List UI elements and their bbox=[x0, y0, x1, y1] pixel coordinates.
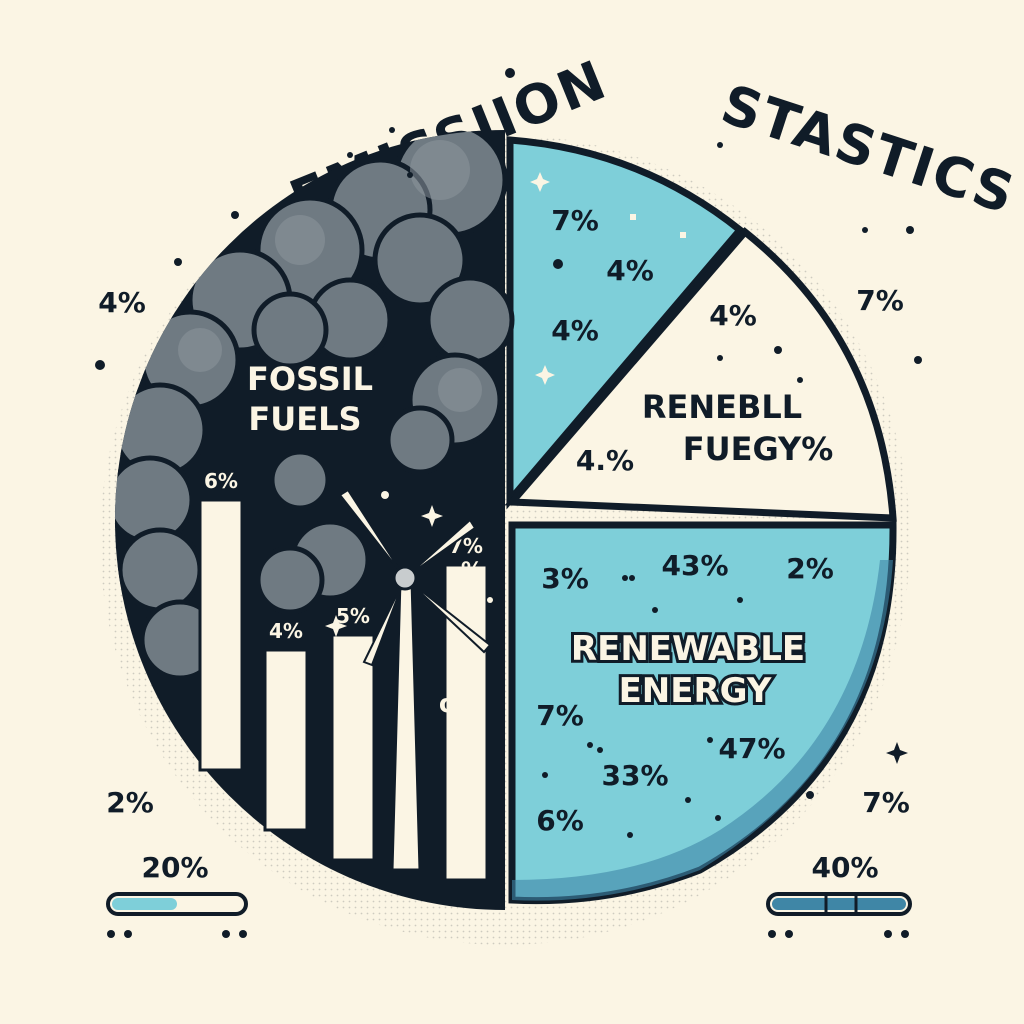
cream-dot-3 bbox=[797, 377, 803, 383]
teal-top-label-2: 4% bbox=[606, 254, 654, 287]
outer-label-2: 7% bbox=[856, 284, 904, 317]
progress-left: 20% bbox=[106, 851, 248, 938]
outer-label-1: 4% bbox=[98, 286, 146, 319]
inner-bar-label-3: 5% bbox=[336, 604, 370, 628]
pie-slice-teal-top bbox=[506, 136, 746, 510]
inner-bar-4 bbox=[443, 563, 489, 882]
teal-bottom-label-7: 6% bbox=[536, 804, 584, 837]
teal-bottom-label-5: 47% bbox=[718, 732, 785, 765]
inner-bars: 6%4%5%7% bbox=[198, 469, 489, 882]
cream-label-2: 4.% bbox=[576, 444, 634, 477]
teal-bottom-label-2: 43% bbox=[661, 549, 728, 582]
progress-right-fill bbox=[772, 898, 906, 910]
pie-slice-renebll bbox=[504, 227, 897, 522]
teal-bottom-label-3: 2% bbox=[786, 552, 834, 585]
teal-bottom-label-1: 3% bbox=[541, 562, 589, 595]
renewable-label-line-2: ENERGY bbox=[619, 671, 772, 711]
teal-top-label-3: 4% bbox=[551, 314, 599, 347]
renewable-label-line-1: RENEWABLE bbox=[571, 629, 805, 669]
sparkles bbox=[325, 491, 493, 637]
teal-bottom-label-6: 33% bbox=[601, 759, 668, 792]
title-dot bbox=[505, 68, 515, 78]
inner-bar-2 bbox=[263, 648, 309, 832]
wind-turbine-icon bbox=[338, 488, 492, 872]
teal-top-label-1: 7% bbox=[551, 204, 599, 237]
progress-left-label: 20% bbox=[141, 851, 208, 884]
cream-label-1: 4% bbox=[709, 299, 757, 332]
cream-dot-1 bbox=[717, 355, 723, 361]
progress-left-fill bbox=[112, 898, 177, 910]
inner-bar-label-2: 4% bbox=[269, 619, 303, 643]
progress-right-label: 40% bbox=[811, 851, 878, 884]
pie-chart: 6% 4% 5% 7% FOSSIL FUELS RENEBLL FUEGY% bbox=[115, 130, 897, 910]
renebll-label-line-2: FUEGY% bbox=[683, 430, 834, 468]
outer-label-4: 7% bbox=[862, 786, 910, 819]
cream-dot-2 bbox=[774, 346, 782, 354]
inner-bar-label-1: 6% bbox=[204, 469, 238, 493]
inner-bar-3 bbox=[330, 633, 376, 862]
teal-sparkles bbox=[530, 172, 686, 385]
fossil-label-line-2: FUELS bbox=[248, 400, 361, 438]
smoke-clouds bbox=[115, 130, 515, 681]
teal-bottom-label-4: 7% bbox=[536, 699, 584, 732]
title-word-2: STASTICS bbox=[714, 72, 1023, 226]
progress-right: 40% bbox=[766, 851, 912, 938]
renebll-label-line-1: RENEBLL bbox=[642, 388, 802, 426]
dark-label-1: % bbox=[461, 559, 483, 584]
outer-label-3: 2% bbox=[106, 786, 154, 819]
fossil-label-line-1: FOSSIL bbox=[247, 360, 373, 398]
outer-dots bbox=[95, 107, 922, 764]
inner-bar-1 bbox=[198, 498, 244, 772]
teal-bottom-dots bbox=[542, 575, 814, 838]
teal-top-dot bbox=[553, 259, 563, 269]
dark-label-2: σ% bbox=[439, 689, 485, 719]
